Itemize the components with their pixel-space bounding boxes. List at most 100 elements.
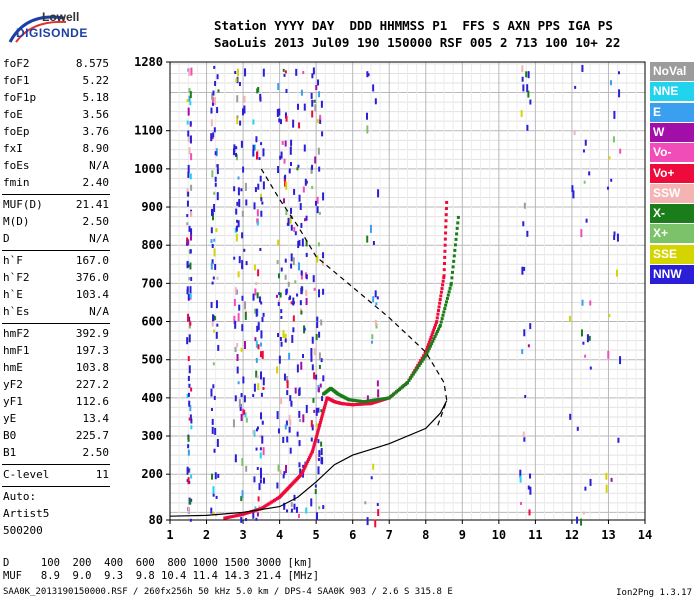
echo-pixel	[254, 187, 257, 193]
echo-pixel	[235, 152, 238, 157]
echo-pixel	[240, 140, 243, 148]
echo-pixel	[233, 148, 236, 156]
echo-pixel	[365, 112, 368, 120]
echo-pixel	[310, 437, 313, 442]
echo-pixel	[216, 107, 219, 114]
echo-pixel	[211, 426, 214, 434]
echo-pixel	[589, 366, 592, 370]
series-point-X-	[445, 296, 449, 300]
echo-pixel	[240, 393, 243, 398]
echo-pixel	[186, 99, 189, 103]
echo-pixel	[285, 420, 288, 426]
echo-pixel	[261, 317, 264, 323]
echo-pixel	[283, 471, 286, 476]
echo-pixel	[255, 151, 258, 160]
series-point-X-	[378, 397, 382, 401]
echo-pixel	[297, 241, 300, 249]
echo-pixel	[584, 354, 587, 358]
echo-pixel	[280, 397, 283, 405]
echo-pixel	[240, 496, 243, 502]
echo-pixel	[574, 85, 577, 89]
legend-item-x: X+	[650, 224, 694, 244]
echo-pixel	[580, 229, 583, 238]
series-point-X-	[382, 397, 386, 401]
echo-pixel	[188, 88, 191, 94]
echo-pixel	[613, 231, 616, 236]
echo-pixel	[588, 171, 591, 176]
echo-pixel	[241, 210, 244, 217]
series-point-Vo+	[427, 340, 431, 344]
echo-pixel	[212, 511, 215, 515]
echo-pixel	[299, 419, 302, 423]
echo-pixel	[241, 260, 244, 269]
param-name: foEp	[3, 125, 30, 138]
echo-pixel	[288, 415, 291, 422]
echo-pixel	[253, 264, 256, 271]
series-point-Vo+	[319, 418, 323, 422]
series-point-X-	[445, 300, 449, 304]
echo-pixel	[259, 175, 262, 182]
echo-pixel	[526, 84, 529, 93]
param-he: h`E 103.4	[3, 288, 109, 304]
param-name: foF1	[3, 74, 30, 87]
series-point-X-	[448, 286, 452, 290]
x-tick-label: 8	[422, 528, 429, 542]
series-point-Vo+	[444, 207, 448, 211]
echo-pixel	[290, 263, 293, 269]
echo-pixel	[311, 99, 314, 107]
echo-pixel	[211, 473, 214, 480]
series-point-X-	[374, 398, 378, 402]
series-point-Vo+	[324, 401, 328, 405]
echo-pixel	[529, 99, 532, 105]
echo-pixel	[256, 292, 259, 299]
y-tick-label: 800	[141, 238, 163, 252]
param-name: D	[3, 232, 10, 245]
series-point-Vo+	[429, 335, 433, 339]
echo-pixel	[321, 396, 324, 402]
echo-pixel	[210, 133, 213, 142]
echo-pixel	[569, 413, 572, 420]
echo-pixel	[190, 228, 193, 237]
echo-pixel	[241, 108, 244, 116]
echo-pixel	[285, 288, 288, 294]
echo-pixel	[619, 356, 622, 365]
param-value: 112.6	[75, 395, 109, 408]
series-point-Vo+	[443, 249, 447, 253]
echo-pixel	[523, 202, 526, 209]
series-point-X-	[364, 399, 368, 403]
echo-pixel	[521, 65, 524, 73]
echo-pixel	[261, 350, 264, 359]
echo-pixel	[237, 381, 240, 385]
echo-pixel	[320, 456, 323, 464]
echo-pixel	[527, 71, 530, 79]
echo-pixel	[313, 372, 316, 380]
param-hf2: h`F2 376.0	[3, 271, 109, 287]
echo-pixel	[210, 507, 213, 514]
echo-pixel	[285, 88, 288, 93]
echo-pixel	[322, 375, 325, 382]
echo-pixel	[606, 186, 609, 190]
echo-pixel	[281, 140, 284, 145]
series-point-X-	[408, 376, 412, 380]
echo-pixel	[292, 315, 295, 322]
echo-pixel	[241, 490, 244, 499]
param-name: h`F2	[3, 271, 30, 284]
series-point-X-	[454, 237, 458, 241]
echo-pixel	[305, 215, 308, 221]
echo-pixel	[277, 333, 280, 338]
series-point-Vo+	[313, 441, 317, 445]
echo-pixel	[322, 252, 325, 259]
echo-pixel	[314, 156, 317, 164]
echo-pixel	[242, 376, 245, 384]
echo-pixel	[282, 436, 285, 443]
echo-pixel	[214, 316, 217, 321]
series-point-Vo+	[433, 326, 437, 330]
echo-pixel	[617, 437, 620, 443]
echo-pixel	[529, 473, 532, 479]
echo-pixel	[298, 122, 301, 129]
series-point-Vo+	[444, 213, 448, 217]
series-point-Vo+	[435, 316, 439, 320]
echo-pixel	[190, 67, 193, 76]
echo-pixel	[295, 68, 298, 76]
echo-pixel	[278, 108, 281, 116]
